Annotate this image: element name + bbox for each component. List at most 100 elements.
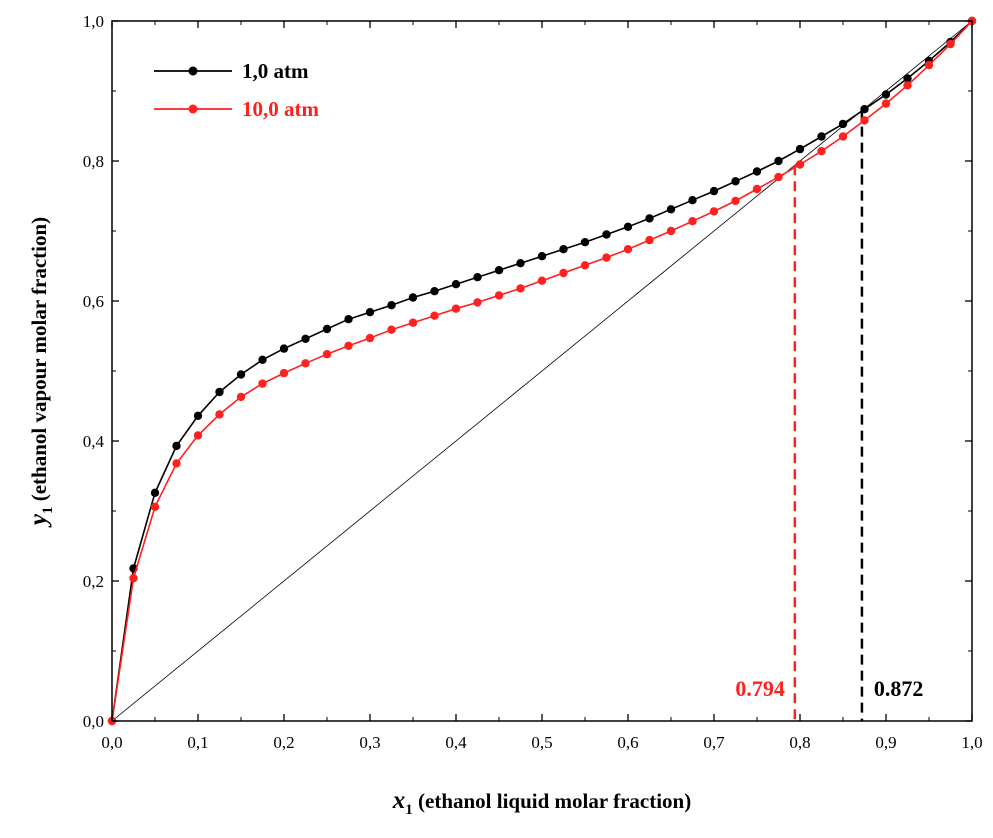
series-point: [129, 574, 138, 583]
y-axis-text: (ethanol vapour molar fraction): [27, 217, 51, 507]
series-point: [473, 298, 482, 307]
y-tick-label: 0,2: [83, 572, 104, 591]
series-point: [645, 214, 654, 223]
legend-marker: [188, 66, 198, 76]
series-point: [408, 318, 418, 327]
series-point: [258, 355, 267, 364]
series-point: [451, 280, 461, 289]
legend-marker: [188, 104, 198, 114]
x-tick-label: 0,0: [101, 733, 122, 752]
legend-label: 10,0 atm: [242, 97, 319, 121]
annotation-group: 0.794 0.872: [735, 110, 924, 721]
y-tick-label: 0,4: [83, 432, 105, 451]
series-point: [709, 207, 719, 216]
series-point: [150, 488, 160, 497]
series-point: [172, 441, 181, 451]
y-tick-label: 1,0: [83, 12, 104, 31]
x-tick-label: 1,0: [961, 733, 982, 752]
series-point: [946, 39, 955, 49]
tick-group: 0,0 0,1 0,2 0,3 0,4 0,5 0,6 0,7 0,8 0,9 1,0 0,0 0,2 0…: [83, 12, 983, 752]
series-point: [860, 116, 869, 125]
x-tick-label: 0,3: [359, 733, 380, 752]
series-point: [774, 156, 783, 166]
series-point: [580, 261, 590, 270]
series-point: [903, 81, 912, 90]
series-point: [817, 147, 826, 156]
x-axis-symbol: x: [392, 787, 406, 814]
series-point: [494, 266, 504, 275]
series-point: [516, 259, 525, 268]
series-point: [838, 119, 848, 129]
x-tick-label: 0,8: [789, 733, 810, 752]
y-tick-label: 0,0: [83, 712, 104, 731]
series-point: [258, 379, 267, 388]
x-tick-label: 0,7: [703, 733, 725, 752]
azeotrope-label: 0.872: [874, 676, 924, 701]
series-point: [430, 311, 439, 320]
x-tick-label: 0,1: [187, 733, 208, 752]
series-point: [602, 230, 611, 239]
legend: 1,0 atm 10,0 atm: [154, 59, 319, 121]
series-point: [602, 253, 611, 262]
series-point: [430, 287, 439, 296]
series-point: [279, 368, 289, 378]
series-point: [795, 144, 805, 154]
series-point: [623, 222, 633, 231]
series-point: [236, 392, 246, 402]
x-tick-label: 0,5: [531, 733, 552, 752]
y-axis-title: y1 (ethanol vapour molar fraction): [25, 217, 56, 528]
series-point: [387, 325, 396, 334]
series-point: [301, 359, 310, 368]
series-point: [365, 333, 375, 343]
series-point: [688, 196, 697, 205]
series-point: [795, 160, 805, 169]
series-point: [365, 308, 375, 317]
reference-diagonal-group: [111, 20, 973, 722]
series-point: [451, 304, 461, 313]
series-point: [709, 186, 719, 196]
series-point: [881, 90, 891, 99]
series-point: [322, 350, 332, 359]
series-point: [193, 431, 203, 440]
series-point: [516, 284, 525, 293]
y-tick-label: 0,6: [83, 292, 104, 311]
x-tick-label: 0,2: [273, 733, 294, 752]
x-axis-subscript: 1: [405, 802, 413, 818]
series-point: [344, 341, 353, 350]
series-point: [559, 268, 568, 278]
series-point: [322, 324, 332, 334]
legend-label: 1,0 atm: [242, 59, 309, 83]
series-point: [193, 411, 203, 420]
series-point: [301, 334, 310, 343]
series-point: [387, 301, 396, 310]
x-axis-title: x1 (ethanol liquid molar fraction): [392, 787, 691, 818]
x-axis-text: (ethanol liquid molar fraction): [413, 789, 691, 813]
series-point: [666, 205, 676, 214]
series-point: [408, 293, 418, 302]
series-point: [688, 217, 697, 226]
series-point: [215, 410, 224, 419]
series-point: [623, 245, 633, 254]
series-point: [752, 184, 762, 194]
series-point: [537, 252, 547, 261]
series-point: [279, 344, 289, 353]
x-tick-label: 0,9: [875, 733, 896, 752]
series-point: [215, 387, 224, 397]
series-point: [666, 226, 676, 236]
series-point: [537, 276, 547, 285]
series-point: [580, 238, 590, 247]
x-tick-label: 0,6: [617, 733, 638, 752]
series-point: [774, 172, 783, 182]
y-axis-subscript: 1: [40, 507, 56, 515]
series-point: [838, 132, 848, 141]
series-point: [344, 315, 353, 324]
series-point: [903, 74, 912, 83]
series-point: [860, 105, 869, 114]
series-point: [473, 273, 482, 282]
series-point: [150, 502, 160, 511]
reference-diagonal-line: [111, 20, 973, 722]
series-point: [731, 196, 740, 206]
series-point: [752, 167, 762, 176]
series-point: [731, 177, 740, 186]
